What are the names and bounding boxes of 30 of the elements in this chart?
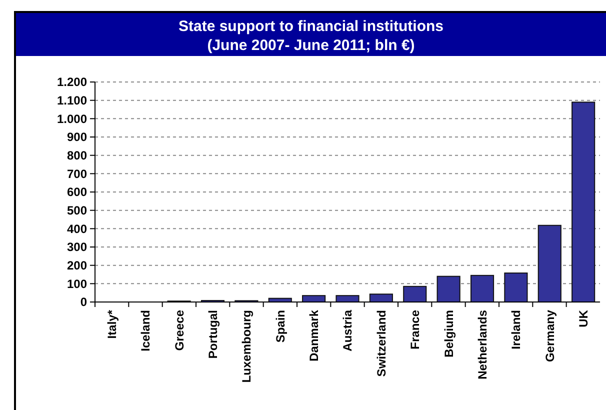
x-tick-label: Iceland	[138, 310, 153, 352]
x-tick-label: Greece	[172, 310, 186, 351]
chart-subtitle: (June 2007- June 2011; bln €)	[207, 37, 415, 54]
y-tick-label: 100	[66, 276, 88, 291]
y-tick-label: 400	[66, 222, 88, 236]
x-tick-label: Austria	[340, 310, 355, 352]
x-tick-label: Switzerland	[374, 310, 388, 377]
y-tick-label: 500	[66, 204, 88, 218]
chart-title: State support to financial institutions	[178, 18, 444, 35]
y-tick-label: 700	[66, 166, 88, 181]
x-tick-label: Spain	[273, 310, 288, 343]
y-tick-label: 900	[66, 130, 88, 144]
x-tick-label: Danmark	[307, 310, 322, 362]
y-tick-label: 0	[80, 295, 88, 310]
y-tick-label: 1.000	[56, 112, 88, 126]
x-tick-label: Belgium	[442, 310, 456, 358]
x-tick-label: France	[408, 310, 422, 350]
x-tick-label: Luxembourg	[240, 310, 254, 383]
y-tick-label: 1.100	[56, 94, 88, 108]
x-tick-label: Germany	[542, 310, 557, 362]
x-tick-label: UK	[576, 310, 591, 328]
y-tick-label: 200	[66, 258, 88, 273]
x-tick-label: Netherlands	[475, 310, 490, 380]
x-tick-label: Ireland	[509, 310, 524, 350]
x-tick-label: Portugal	[206, 310, 220, 359]
y-tick-label: 1.200	[56, 75, 88, 90]
y-tick-label: 300	[66, 240, 88, 254]
y-tick-label: 600	[66, 185, 88, 200]
y-tick-label: 800	[66, 148, 88, 163]
x-tick-label: Italy*	[104, 310, 119, 339]
